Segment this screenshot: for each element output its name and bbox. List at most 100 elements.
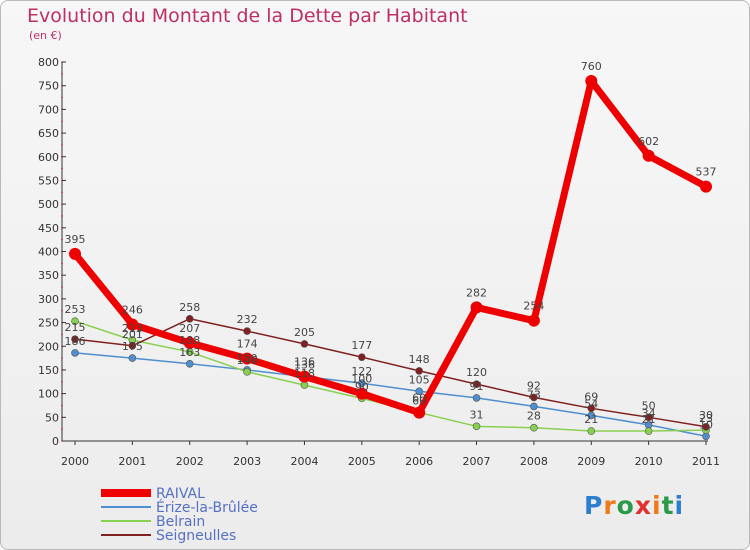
- data-point: [243, 368, 251, 376]
- data-point: [585, 74, 598, 87]
- data-label: 30: [699, 409, 713, 422]
- data-label: 602: [638, 135, 659, 148]
- data-label: 537: [696, 166, 717, 179]
- data-point: [472, 422, 481, 431]
- x-tick-label: 2002: [176, 455, 204, 468]
- data-point: [126, 318, 139, 331]
- data-label: 148: [409, 353, 430, 366]
- data-label: 90: [355, 380, 369, 393]
- data-label: 92: [527, 379, 541, 392]
- data-point: [642, 149, 655, 162]
- x-tick-label: 2006: [405, 455, 433, 468]
- y-tick-label: 750: [38, 80, 59, 93]
- data-point: [527, 314, 540, 327]
- series-line-3: [74, 318, 707, 428]
- data-label: 60: [412, 392, 426, 405]
- data-label: 254: [523, 300, 544, 313]
- series-line-1: [74, 352, 707, 438]
- y-tick-label: 700: [38, 103, 59, 116]
- data-point: [298, 370, 311, 383]
- legend-entry: Seigneulles: [156, 528, 236, 544]
- logo-letter: t: [661, 491, 675, 520]
- data-point: [128, 341, 137, 350]
- x-tick-label: 2005: [348, 455, 376, 468]
- data-label: 246: [122, 303, 143, 316]
- y-tick-label: 400: [38, 246, 59, 259]
- data-label: 91: [470, 380, 484, 393]
- data-label: 100: [351, 373, 372, 386]
- x-tick-label: 2008: [520, 455, 548, 468]
- y-tick-label: 550: [38, 174, 59, 187]
- y-tick-label: 300: [38, 293, 59, 306]
- data-label: 122: [351, 365, 372, 378]
- data-label: 760: [581, 60, 602, 73]
- y-tick-label: 800: [38, 56, 59, 69]
- data-label: 150: [237, 352, 258, 365]
- logo-letter: i: [652, 491, 662, 520]
- x-tick-label: 2003: [233, 455, 261, 468]
- data-point: [415, 367, 423, 375]
- data-label: 69: [584, 390, 598, 403]
- data-point: [185, 314, 194, 323]
- y-tick-label: 200: [38, 340, 59, 353]
- x-tick-label: 2007: [463, 455, 491, 468]
- data-label: 120: [466, 366, 487, 379]
- data-point: [413, 406, 426, 419]
- data-label: 60: [412, 395, 426, 408]
- y-tick-label: 250: [38, 317, 59, 330]
- data-label: 177: [351, 339, 372, 352]
- y-tick-label: 350: [38, 269, 59, 282]
- data-point: [71, 317, 79, 325]
- chart-unit-label: (en €): [29, 29, 62, 42]
- data-label: 73: [527, 388, 541, 401]
- data-label: 174: [237, 338, 258, 351]
- data-label: 207: [179, 322, 200, 335]
- series-layer: [69, 74, 712, 441]
- data-point: [358, 353, 366, 361]
- data-point: [530, 423, 538, 432]
- data-label: 175: [122, 340, 143, 353]
- data-label: 21: [642, 413, 656, 426]
- y-tick-label: 650: [38, 127, 59, 140]
- y-tick-label: 600: [38, 151, 59, 164]
- data-point: [300, 340, 309, 348]
- logo-letter: r: [603, 491, 617, 520]
- data-label: 50: [642, 399, 656, 412]
- x-tick-label: 2000: [61, 455, 89, 468]
- series-line-0: [71, 77, 710, 417]
- data-label: 118: [294, 367, 315, 380]
- data-labels-layer: 186 175 163 150 136 122 105 91 73 54 34 10 253 213 188…: [65, 60, 717, 431]
- data-label: 21: [584, 413, 598, 426]
- y-tick-label: 450: [38, 222, 59, 235]
- data-label: 253: [65, 303, 86, 316]
- data-label: 136: [294, 356, 315, 369]
- data-label: 205: [294, 326, 315, 339]
- legend-entry: Érize-la-Brûlée: [156, 499, 258, 516]
- data-label: 54: [584, 397, 598, 410]
- data-point: [587, 427, 596, 435]
- data-point: [644, 427, 653, 435]
- data-label: 23: [699, 412, 713, 425]
- data-point: [241, 352, 254, 365]
- x-tick-label: 2010: [635, 455, 663, 468]
- data-point: [470, 301, 483, 314]
- chart-title: Evolution du Montant de la Dette par Hab…: [27, 5, 468, 27]
- data-point: [183, 336, 196, 349]
- data-label: 146: [237, 354, 258, 367]
- data-label: 163: [179, 346, 200, 359]
- data-point: [644, 413, 653, 422]
- data-point: [71, 335, 79, 343]
- x-tick-label: 2004: [290, 455, 318, 468]
- x-tick-label: 2011: [692, 455, 720, 468]
- data-label: 282: [466, 286, 487, 299]
- data-label: 186: [65, 335, 86, 348]
- data-point: [69, 247, 81, 260]
- y-tick-label: 0: [52, 435, 59, 448]
- data-point: [472, 380, 481, 388]
- x-tick-label: 2001: [118, 455, 146, 468]
- data-point: [702, 422, 710, 431]
- chart-axes: 0501001502002503003504004505005506006507…: [38, 56, 720, 468]
